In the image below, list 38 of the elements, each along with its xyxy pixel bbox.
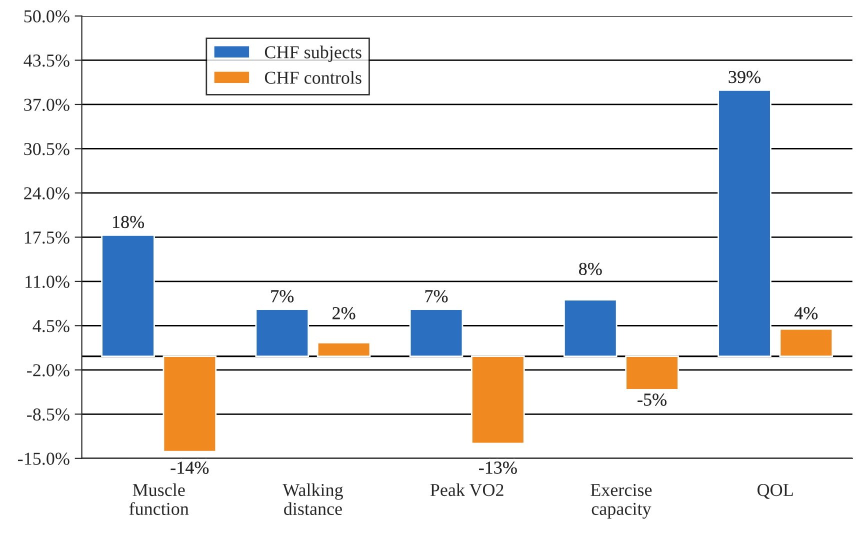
y-tick-label: 30.5%	[24, 142, 70, 156]
y-tick-label: -15.0%	[18, 452, 70, 465]
bar	[718, 89, 772, 357]
bar	[563, 299, 618, 357]
y-tick-label: 17.5%	[24, 231, 70, 244]
legend-label: CHF subjects	[264, 46, 362, 62]
bar	[162, 356, 217, 452]
bar	[101, 234, 155, 357]
x-tick-label: Peak VO2	[430, 483, 504, 496]
x-tick-label: Exercise capacity	[590, 484, 652, 519]
y-tick-label: 24.0%	[24, 187, 70, 200]
y-tick-label: -2.0%	[27, 364, 70, 376]
data-label: -13%	[479, 462, 517, 474]
data-label: 18%	[113, 216, 144, 228]
x-tick-label: QOL	[758, 484, 793, 499]
data-label: -5%	[638, 394, 666, 406]
data-label: 2%	[332, 307, 356, 320]
x-tick-label: Muscle function	[129, 483, 189, 515]
y-tick-label: 37.0%	[24, 98, 70, 111]
x-tick-label: Walking distance	[282, 483, 343, 516]
y-tick-label: -8.5%	[27, 408, 70, 421]
y-tick-label: 11.0%	[26, 276, 70, 288]
data-label: 4%	[794, 307, 818, 320]
y-tick-label: 43.5%	[24, 54, 70, 67]
legend-label: CHF controls	[264, 71, 362, 84]
data-label: 7%	[425, 290, 448, 302]
bar	[625, 356, 679, 390]
bar	[471, 356, 525, 444]
bar	[316, 342, 371, 357]
bar	[779, 328, 834, 357]
y-tick-label: 4.5%	[32, 320, 70, 332]
data-label: 39%	[728, 70, 760, 84]
bar	[255, 308, 310, 357]
data-label: 8%	[579, 262, 602, 276]
y-tick-label: 50.0%	[24, 10, 70, 23]
bar	[409, 308, 464, 357]
data-label: -14%	[170, 462, 209, 474]
data-label: 7%	[271, 290, 294, 302]
